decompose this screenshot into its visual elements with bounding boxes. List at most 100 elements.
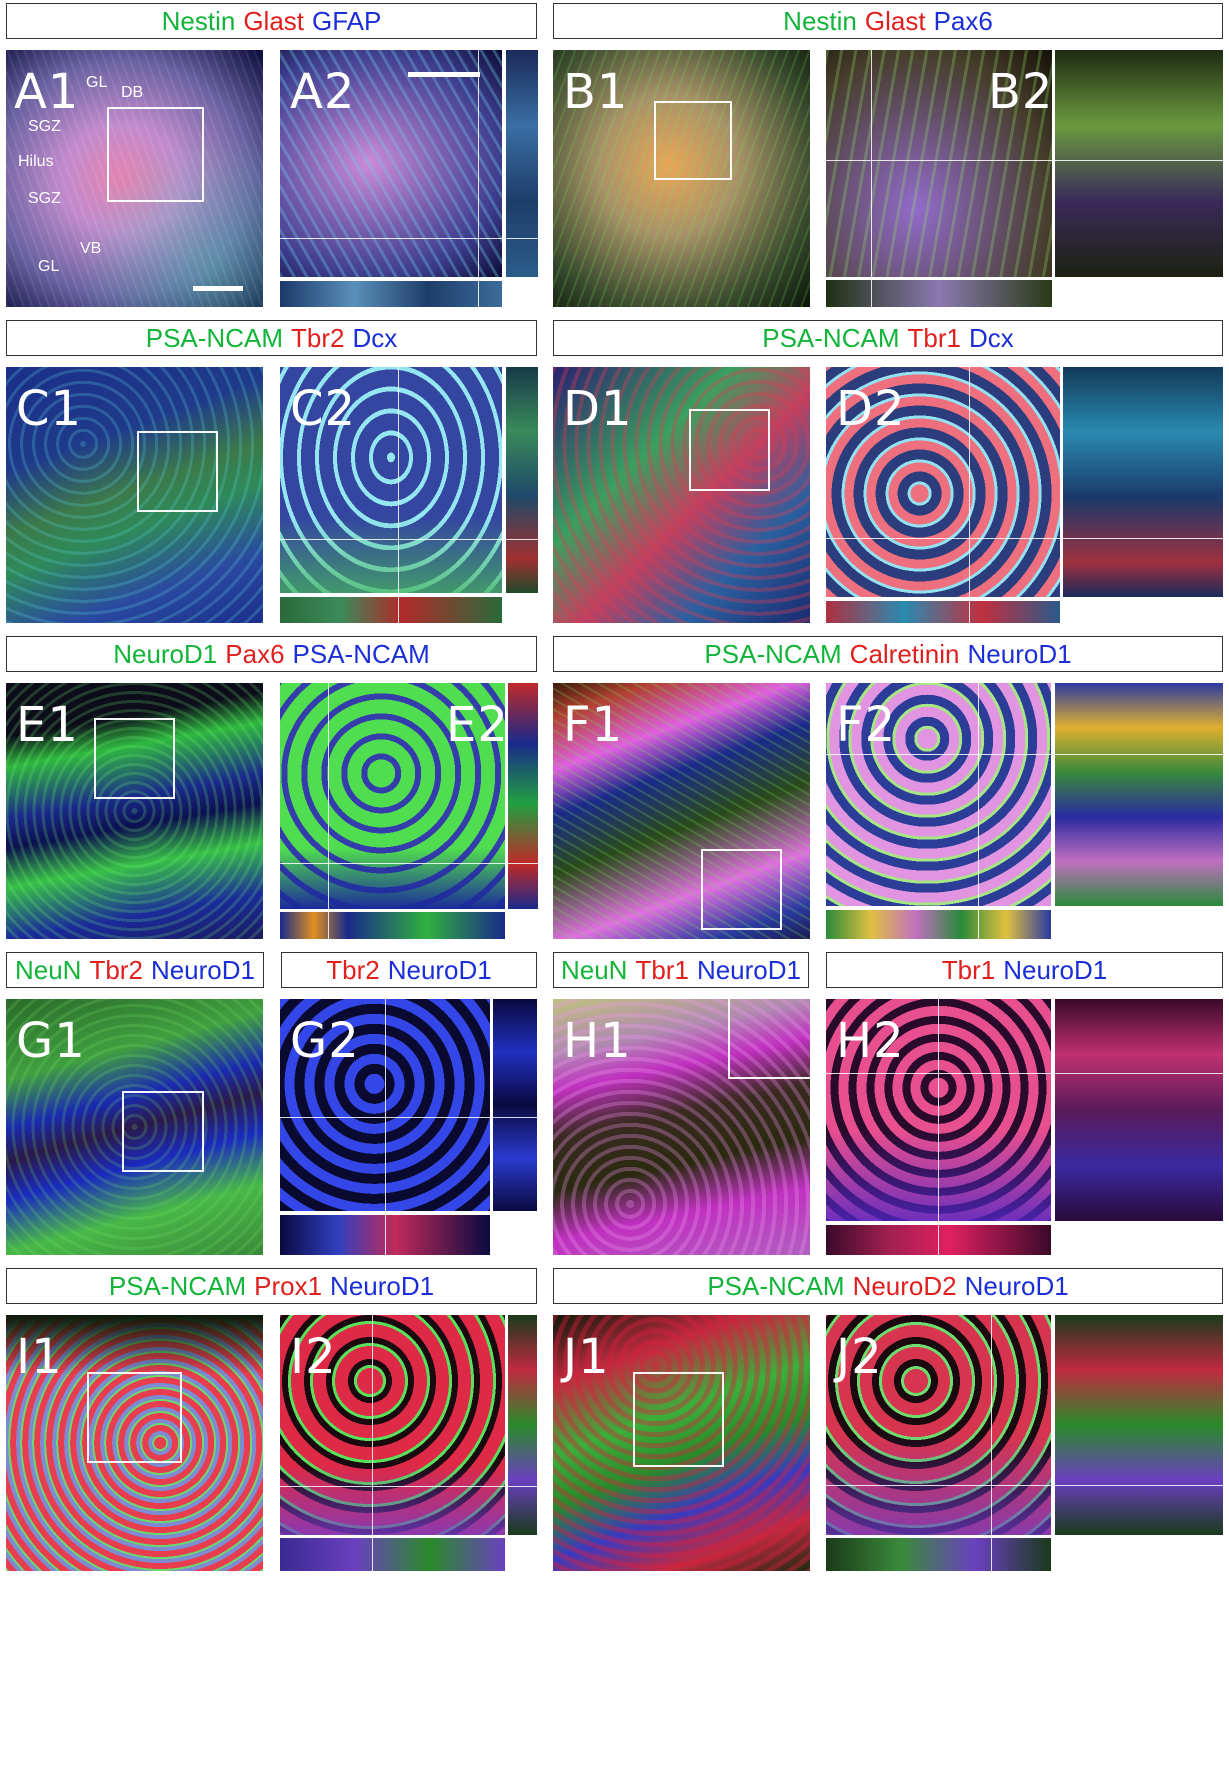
stain-label: PSA-NCAM <box>292 638 430 669</box>
panel-label-C1: C1 <box>16 381 83 437</box>
panel-B1: B1 <box>553 50 810 307</box>
header-G1: NeuN Tbr2 NeuroD1 <box>6 952 264 988</box>
region-label-gl-top: GL <box>86 74 108 91</box>
panel-J1: J1 <box>553 1315 810 1784</box>
stain-label: PSA-NCAM <box>762 322 900 353</box>
stain-label: Dcx <box>352 322 398 353</box>
panel-I2: I2 <box>280 1315 537 1784</box>
header-B: Nestin Glast Pax6 <box>553 3 1223 39</box>
zoom-box <box>654 101 732 180</box>
stain-label: NeuroD1 <box>387 954 492 985</box>
header-I: PSA-NCAM Prox1 NeuroD1 <box>6 1268 537 1304</box>
header-C: PSA-NCAM Tbr2 Dcx <box>6 320 537 356</box>
header-J: PSA-NCAM NeuroD2 NeuroD1 <box>553 1268 1223 1304</box>
panel-D1: D1 <box>553 367 810 623</box>
panel-B2: B2 <box>826 50 1223 307</box>
stain-label: PSA-NCAM <box>145 322 283 353</box>
stain-label: GFAP <box>312 5 382 36</box>
panel-H1: H1 <box>553 999 810 1255</box>
region-label-hilus: Hilus <box>18 153 54 170</box>
panel-A2: A2 <box>280 50 538 307</box>
region-label-db: DB <box>121 84 144 101</box>
zoom-box <box>122 1091 204 1172</box>
stain-label: Pax6 <box>933 5 993 36</box>
stain-label: Tbr2 <box>89 954 143 985</box>
stain-label: NeuroD1 <box>696 954 801 985</box>
panel-A1: A1 GL DB SGZ Hilus SGZ VB GL <box>6 50 263 307</box>
panel-H2: H2 <box>826 999 1223 1255</box>
region-label-sgz-top: SGZ <box>28 118 61 135</box>
panel-label-B1: B1 <box>563 64 629 120</box>
scale-bar <box>193 286 243 291</box>
panel-G2: G2 <box>280 999 537 1255</box>
stain-label: Nestin <box>783 5 857 36</box>
stain-label: NeuN <box>14 954 82 985</box>
header-A: Nestin Glast GFAP <box>6 3 537 39</box>
header-D: PSA-NCAM Tbr1 Dcx <box>553 320 1223 356</box>
stain-label: Glast <box>864 5 926 36</box>
stain-label: NeuroD1 <box>150 954 255 985</box>
stain-label: NeuroD1 <box>1003 954 1108 985</box>
panel-label-F2: F2 <box>836 697 897 753</box>
stain-label: Tbr1 <box>941 954 996 985</box>
stain-label: NeuroD1 <box>967 638 1072 669</box>
panel-label-E1: E1 <box>16 697 79 753</box>
panel-label-F1: F1 <box>563 697 624 753</box>
panel-D2: D2 <box>826 367 1223 623</box>
panel-label-I2: I2 <box>290 1329 337 1385</box>
panel-label-E2: E2 <box>446 697 509 753</box>
stain-label: NeuroD1 <box>330 1270 435 1301</box>
stain-label: PSA-NCAM <box>704 638 842 669</box>
panel-I1: I1 <box>6 1315 263 1784</box>
panel-F1: F1 <box>553 683 810 939</box>
panel-label-H2: H2 <box>836 1013 905 1069</box>
panel-label-I1: I1 <box>16 1329 63 1385</box>
stain-label: Tbr1 <box>907 322 961 353</box>
stain-label: NeuroD2 <box>852 1270 957 1301</box>
scale-bar <box>408 72 480 77</box>
stain-label: Pax6 <box>225 638 285 669</box>
panel-label-A1: A1 <box>14 64 80 120</box>
panel-J2: J2 <box>826 1315 1223 1784</box>
stain-label: Tbr2 <box>326 954 380 985</box>
stain-label: Calretinin <box>849 638 960 669</box>
stain-label: Glast <box>243 5 305 36</box>
zoom-box <box>728 999 810 1079</box>
panel-E2: E2 <box>280 683 538 939</box>
stain-label: Tbr2 <box>291 322 345 353</box>
header-E: NeuroD1 Pax6 PSA-NCAM <box>6 636 537 672</box>
panel-G1: G1 <box>6 999 263 1255</box>
panel-label-J1: J1 <box>563 1329 610 1385</box>
panel-label-H1: H1 <box>563 1013 632 1069</box>
panel-label-G2: G2 <box>290 1013 360 1069</box>
zoom-box <box>689 409 770 491</box>
panel-F2: F2 <box>826 683 1223 939</box>
panel-label-G1: G1 <box>16 1013 86 1069</box>
zoom-box <box>701 849 782 930</box>
stain-label: Tbr1 <box>635 954 689 985</box>
stain-label: Prox1 <box>254 1270 323 1301</box>
zoom-box <box>94 718 175 799</box>
panel-C1: C1 <box>6 367 263 623</box>
panel-label-D2: D2 <box>836 381 906 437</box>
stain-label: NeuroD1 <box>964 1270 1069 1301</box>
panel-label-C2: C2 <box>290 381 357 437</box>
stain-label: PSA-NCAM <box>707 1270 845 1301</box>
header-H1: NeuN Tbr1 NeuroD1 <box>553 952 809 988</box>
panel-label-A2: A2 <box>290 64 356 120</box>
stain-label: PSA-NCAM <box>108 1270 247 1301</box>
zoom-box <box>87 1372 182 1463</box>
panel-label-D1: D1 <box>563 381 633 437</box>
header-F: PSA-NCAM Calretinin NeuroD1 <box>553 636 1223 672</box>
zoom-box <box>107 107 204 202</box>
region-label-gl-bottom: GL <box>38 258 60 275</box>
stain-label: NeuroD1 <box>113 638 218 669</box>
region-label-sgz-bottom: SGZ <box>28 190 61 207</box>
stain-label: Dcx <box>968 322 1014 353</box>
zoom-box <box>633 1372 724 1467</box>
panel-label-B2: B2 <box>988 64 1054 120</box>
zoom-box <box>137 431 218 512</box>
header-G2: Tbr2 NeuroD1 <box>281 952 537 988</box>
panel-label-J2: J2 <box>836 1329 883 1385</box>
stain-label: Nestin <box>161 5 236 36</box>
